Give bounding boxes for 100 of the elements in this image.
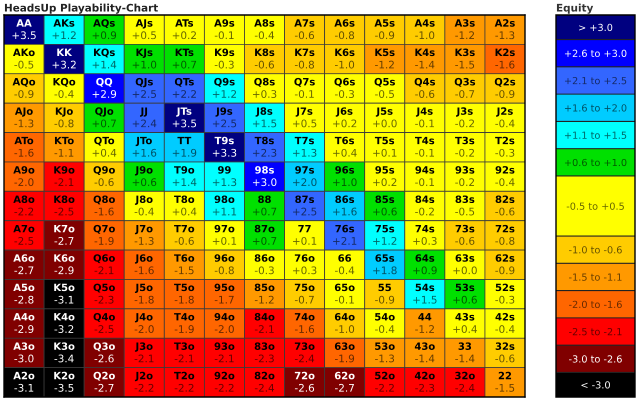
annotation: JTs: [176, 107, 192, 117]
data-label: -0.4: [375, 325, 394, 334]
data-label: +0.5: [132, 31, 156, 40]
annotation: 83s: [456, 195, 474, 204]
annotation: JTo: [136, 136, 152, 146]
data-label: -1.8: [174, 296, 194, 304]
data-label: -1.6: [14, 148, 34, 157]
annotation: 62o: [334, 372, 355, 380]
data-label: +2.1: [333, 236, 356, 245]
data-label: +1.9: [172, 148, 196, 157]
data-label: -3.0: [14, 354, 34, 362]
data-label: -1.3: [495, 31, 514, 40]
data-label: -0.2: [455, 148, 474, 157]
annotation: J6o: [134, 254, 153, 264]
annotation: 84s: [415, 195, 434, 204]
data-label: -2.8: [14, 296, 34, 304]
annotation: A3o: [13, 342, 34, 350]
data-label: +2.5: [132, 90, 156, 98]
annotation: AQo: [12, 78, 36, 87]
data-label: -0.8: [335, 31, 354, 40]
data-label: -0.6: [415, 90, 434, 98]
annotation: 32s: [496, 342, 514, 350]
annotation: QTs: [174, 78, 194, 87]
data-label: -1.4: [415, 60, 434, 68]
data-label: +0.6: [373, 208, 397, 216]
data-label: +2.9: [92, 90, 116, 98]
annotation: 22: [498, 372, 512, 380]
data-label: -0.1: [415, 119, 434, 128]
annotation: T3o: [174, 342, 194, 350]
data-label: -1.4: [455, 354, 474, 362]
annotation: 52s: [496, 284, 514, 292]
data-label: -2.2: [375, 384, 394, 392]
annotation: 43o: [414, 342, 435, 350]
annotation: KJo: [56, 107, 73, 117]
data-label: -2.2: [174, 384, 194, 392]
annotation: 93s: [455, 166, 474, 174]
annotation: T5o: [174, 284, 194, 292]
color-bar-label: +2.1 to +2.5: [564, 76, 626, 84]
annotation: 54s: [416, 284, 434, 292]
data-label: -0.3: [495, 148, 514, 157]
annotation: AJo: [14, 107, 33, 117]
data-label: +2.0: [293, 178, 317, 186]
data-label: +0.1: [373, 148, 396, 157]
annotation: T6o: [174, 254, 194, 262]
data-label: +0.0: [453, 266, 477, 274]
data-label: +0.3: [413, 236, 437, 245]
annotation: A3s: [454, 19, 475, 27]
annotation: 54o: [375, 313, 395, 321]
annotation: J4o: [134, 313, 153, 322]
chart-title: HeadsUp Playability-Chart: [4, 4, 158, 14]
data-label: +1.3: [212, 178, 236, 186]
data-label: -0.1: [214, 31, 234, 40]
data-label: -0.4: [495, 178, 515, 186]
annotation: KQo: [53, 78, 76, 87]
data-label: -0.3: [335, 90, 354, 98]
data-label: -1.3: [134, 236, 154, 245]
data-label: +1.2: [52, 31, 76, 40]
data-label: -0.6: [94, 178, 114, 186]
data-label: -2.2: [214, 384, 234, 392]
data-label: -1.1: [54, 148, 74, 157]
annotation: 63s: [456, 254, 474, 262]
data-label: -0.9: [495, 266, 514, 274]
data-label: -1.5: [495, 384, 514, 392]
data-label: -3.5: [54, 384, 74, 392]
data-label: -0.9: [375, 31, 394, 40]
annotation: K9o: [54, 166, 74, 174]
annotation: KQs: [94, 48, 115, 58]
data-label: +0.3: [293, 266, 316, 274]
annotation: Q7o: [94, 224, 115, 234]
data-label: +0.1: [293, 236, 316, 245]
annotation: Q9s: [214, 78, 235, 87]
data-label: -0.8: [294, 60, 314, 69]
annotation: 62s: [496, 254, 514, 262]
annotation: 88: [258, 195, 271, 204]
annotation: T7o: [174, 224, 194, 232]
annotation: 94s: [415, 166, 434, 174]
annotation: A6s: [334, 19, 355, 27]
annotation: 44: [418, 313, 432, 320]
data-label: -0.1: [335, 296, 354, 304]
annotation: Q2s: [494, 78, 516, 87]
annotation: AKs: [53, 19, 74, 27]
annotation: A6o: [13, 254, 34, 262]
data-label: +3.5: [172, 119, 196, 128]
annotation: 74o: [294, 313, 315, 321]
data-label: -1.2: [254, 296, 274, 304]
annotation: K5s: [375, 48, 395, 56]
annotation: 63o: [334, 342, 355, 350]
annotation: AA: [16, 19, 32, 27]
data-label: +0.7: [252, 208, 276, 216]
annotation: Q2o: [94, 372, 115, 381]
data-label: -0.2: [455, 178, 474, 186]
data-label: -0.4: [254, 31, 274, 40]
annotation: K3s: [455, 48, 475, 56]
annotation: A5o: [13, 284, 34, 292]
data-label: -2.3: [94, 296, 114, 304]
data-label: -0.3: [254, 266, 274, 274]
annotation: 82s: [496, 195, 514, 204]
data-label: -3.1: [14, 384, 34, 392]
annotation: 75o: [294, 284, 315, 292]
data-label: -1.6: [94, 208, 114, 216]
